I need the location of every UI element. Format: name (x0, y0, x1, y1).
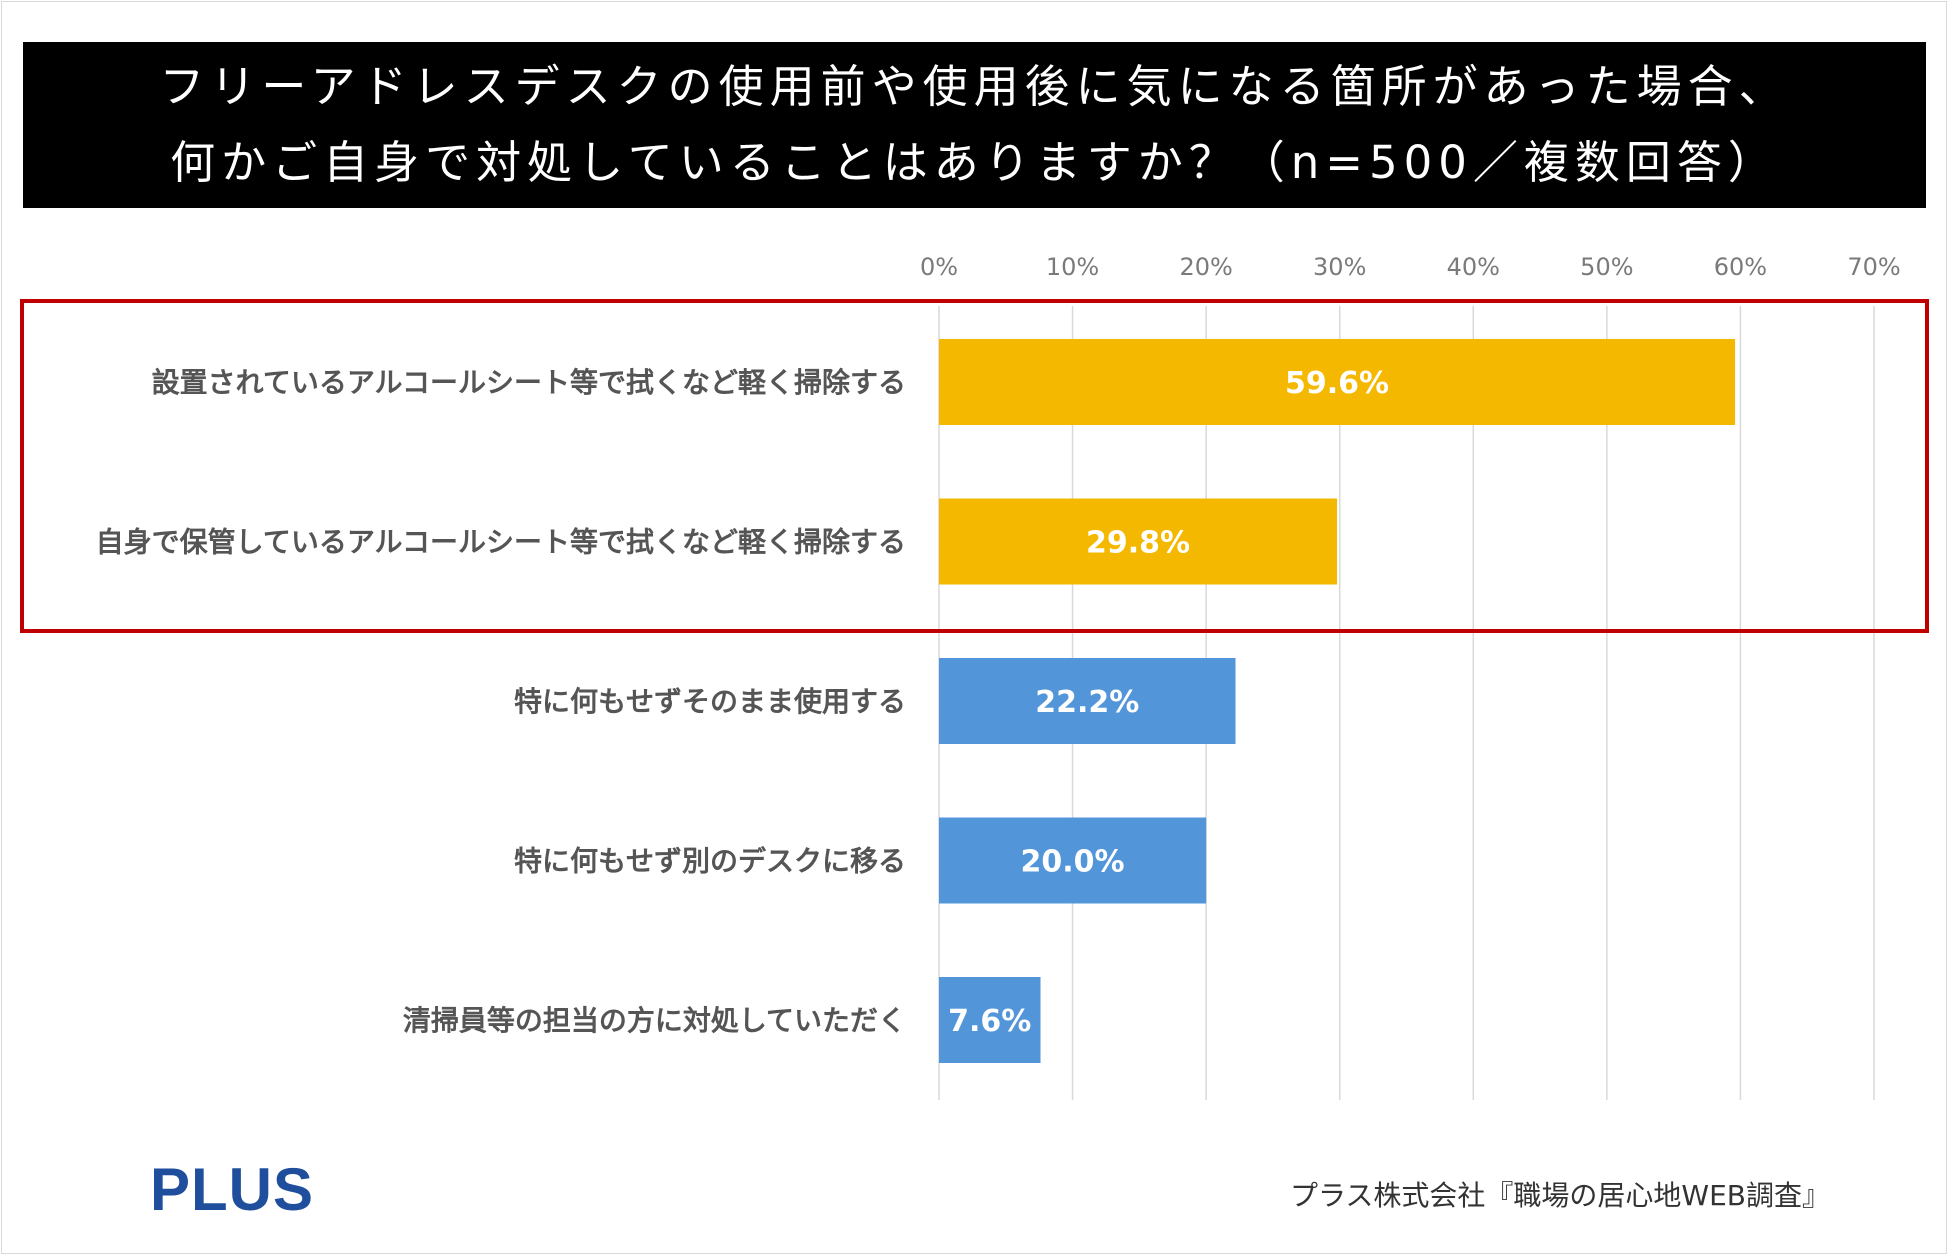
data-label: 7.6% (948, 1004, 1031, 1039)
category-labels: 設置されているアルコールシート等で拭くなど軽く掃除する自身で保管しているアルコー… (96, 366, 906, 1037)
bar (939, 339, 1736, 425)
category-label: 特に何もせず別のデスクに移る (514, 845, 906, 878)
category-label: 設置されているアルコールシート等で拭くなど軽く掃除する (152, 366, 906, 399)
category-label: 清掃員等の担当の方に対処していただく (403, 1004, 906, 1037)
highlight-box (20, 299, 1929, 633)
bar (939, 977, 1041, 1063)
chart-title: フリーアドレスデスクの使用前や使用後に気になる箇所があった場合、 何かご自身で対… (23, 42, 1926, 208)
x-tick-label: 40% (1447, 253, 1500, 281)
data-label: 20.0% (1021, 845, 1125, 880)
plus-logo: PLUS (150, 1156, 315, 1223)
x-tick-label: 70% (1847, 253, 1900, 281)
x-tick-label: 30% (1313, 253, 1366, 281)
data-label: 29.8% (1086, 526, 1190, 561)
category-label: 自身で保管しているアルコールシート等で拭くなど軽く掃除する (96, 526, 906, 559)
data-label: 22.2% (1035, 685, 1139, 720)
bar (939, 498, 1338, 585)
title-line-1: フリーアドレスデスクの使用前や使用後に気になる箇所があった場合、 (159, 60, 1790, 113)
x-tick-label: 10% (1046, 253, 1099, 281)
data-label: 59.6% (1285, 366, 1389, 401)
x-tick-label: 20% (1179, 253, 1232, 281)
source-credit: プラス株式会社『職場の居心地WEB調査』 (1289, 1179, 1830, 1212)
data-labels: 59.6% 29.8% 22.2% 20.0% 7.6% (948, 366, 1389, 1039)
bar (939, 817, 1207, 904)
bar (939, 658, 1236, 744)
x-tick-label: 60% (1714, 253, 1767, 281)
bars (939, 339, 1736, 1063)
x-axis-ticks: 0% 10% 20% 30% 40% 50% 60% 70% (920, 253, 1901, 281)
title-line-2: 何かご自身で対処していることはありますか？（n=500／複数回答） (170, 136, 1779, 189)
x-tick-label: 0% (920, 253, 958, 281)
x-tick-label: 50% (1580, 253, 1633, 281)
category-label: 特に何もせずそのまま使用する (514, 685, 906, 718)
